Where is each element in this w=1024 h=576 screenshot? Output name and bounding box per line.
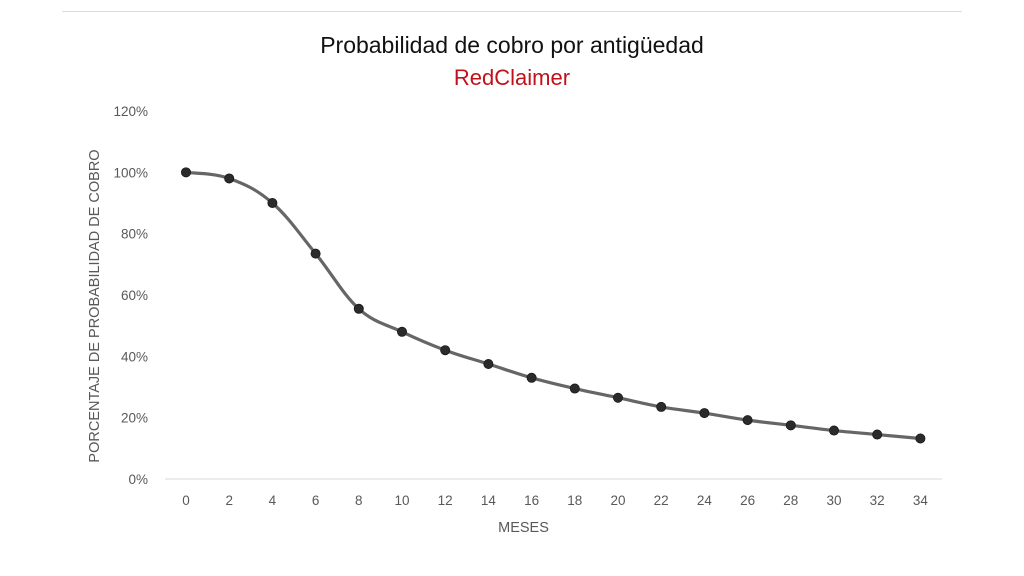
x-tick-label: 2 xyxy=(225,493,233,508)
x-tick-label: 28 xyxy=(783,493,798,508)
x-tick-label: 18 xyxy=(567,493,582,508)
y-tick-label: 20% xyxy=(121,411,148,426)
y-tick-label: 80% xyxy=(121,227,148,242)
data-point-marker xyxy=(742,415,753,426)
y-tick-label: 40% xyxy=(121,349,148,364)
data-point-marker xyxy=(483,358,494,369)
x-tick-label: 32 xyxy=(870,493,885,508)
y-tick-label: 60% xyxy=(121,288,148,303)
x-tick-label: 12 xyxy=(438,493,453,508)
y-tick-label: 120% xyxy=(113,104,148,119)
data-point-marker xyxy=(267,197,278,208)
data-point-marker xyxy=(569,383,580,394)
y-tick-label: 0% xyxy=(128,472,148,487)
data-point-marker xyxy=(310,248,321,259)
data-point-marker xyxy=(224,173,235,184)
x-tick-label: 20 xyxy=(610,493,625,508)
data-point-marker xyxy=(915,433,926,444)
series-line xyxy=(184,170,922,441)
x-tick-label: 14 xyxy=(481,493,497,508)
data-point-marker xyxy=(699,408,710,419)
y-tick-label: 100% xyxy=(113,165,148,180)
chart-subtitle: RedClaimer xyxy=(453,65,571,90)
data-point-marker xyxy=(785,420,796,431)
data-point-marker xyxy=(396,326,407,337)
x-tick-label: 34 xyxy=(913,493,929,508)
data-point-marker xyxy=(613,392,624,403)
x-tick-label: 0 xyxy=(182,493,190,508)
data-point-marker xyxy=(656,401,667,412)
x-tick-label: 8 xyxy=(355,493,363,508)
chart-title: Probabilidad de cobro por antigüedad xyxy=(320,32,704,58)
x-tick-label: 24 xyxy=(697,493,713,508)
x-tick-label: 30 xyxy=(826,493,841,508)
x-tick-label: 22 xyxy=(654,493,669,508)
top-divider xyxy=(62,11,962,12)
data-point-marker xyxy=(353,303,364,314)
x-tick-label: 26 xyxy=(740,493,755,508)
data-point-marker xyxy=(180,167,191,178)
x-tick-label: 6 xyxy=(312,493,320,508)
data-point-marker xyxy=(829,425,840,436)
data-point-marker xyxy=(440,345,451,356)
x-tick-label: 16 xyxy=(524,493,539,508)
x-axis-title: MESES xyxy=(498,520,549,536)
y-axis-title: PORCENTAJE DE PROBABILIDAD DE COBRO xyxy=(87,149,103,462)
x-tick-label: 10 xyxy=(394,493,409,508)
data-point-marker xyxy=(872,429,883,440)
data-point-marker xyxy=(526,372,537,383)
x-tick-label: 4 xyxy=(269,493,277,508)
